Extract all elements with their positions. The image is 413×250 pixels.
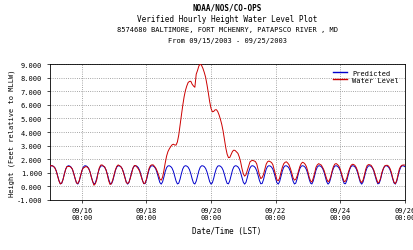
Text: NOAA/NOS/CO-OPS: NOAA/NOS/CO-OPS [192, 4, 262, 13]
Legend: Predicted, Water Level: Predicted, Water Level [331, 68, 401, 86]
Y-axis label: Height (Feet relative to MLLW): Height (Feet relative to MLLW) [9, 69, 15, 196]
Text: From 09/15/2003 - 09/25/2003: From 09/15/2003 - 09/25/2003 [168, 38, 287, 44]
X-axis label: Date/Time (LST): Date/Time (LST) [192, 226, 262, 235]
Text: Verified Hourly Height Water Level Plot: Verified Hourly Height Water Level Plot [137, 15, 317, 24]
Text: 8574680 BALTIMORE, FORT MCHENRY, PATAPSCO RIVER , MD: 8574680 BALTIMORE, FORT MCHENRY, PATAPSC… [116, 27, 338, 33]
